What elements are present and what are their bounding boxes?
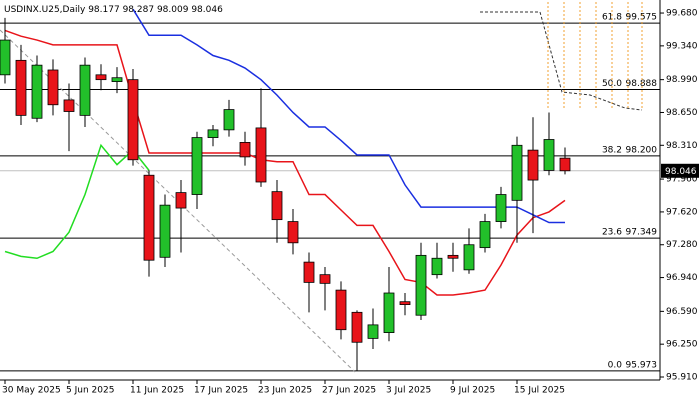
- fib-price-label: 98.888: [626, 79, 658, 89]
- candle-body: [79, 64, 91, 116]
- chart-header: USDINX.U25,Daily 98.177 98.287 98.009 98…: [4, 5, 223, 15]
- x-tick-label: 30 May 2025: [2, 386, 61, 396]
- candle-body: [511, 144, 523, 201]
- candle-body: [479, 221, 491, 249]
- candle-body: [127, 79, 139, 161]
- current-price-box: [661, 163, 699, 178]
- y-tick-label: 98.990: [666, 75, 698, 85]
- candle-body: [399, 301, 411, 305]
- candle-body: [15, 59, 27, 116]
- x-tick-label: 23 Jun 2025: [258, 386, 312, 396]
- candle-body: [287, 221, 299, 244]
- candle-body: [191, 137, 203, 195]
- fib-price-label: 95.973: [626, 360, 658, 370]
- candle-body: [495, 194, 507, 222]
- current-price-label: 98.046: [665, 167, 697, 177]
- candle-body: [47, 69, 59, 106]
- open-value: 98.177: [88, 5, 120, 15]
- candle-body: [95, 74, 107, 81]
- fib-price-label: 99.575: [626, 13, 658, 23]
- fib-price-label: 98.200: [626, 145, 658, 155]
- x-tick-label: 5 Jun 2025: [66, 386, 114, 396]
- x-tick-label: 15 Jul 2025: [514, 386, 565, 396]
- y-tick-label: 98.650: [666, 108, 698, 118]
- candle-body: [207, 129, 219, 138]
- low-value: 98.009: [157, 5, 189, 15]
- indicator-line: [4, 143, 150, 260]
- indicator-line: [4, 29, 566, 296]
- x-tick-label: 17 Jun 2025: [194, 386, 248, 396]
- fib-ratio-label: 0.0: [608, 360, 623, 370]
- candle-body: [319, 274, 331, 284]
- indicator-layer: [4, 8, 566, 296]
- candle-body: [367, 324, 379, 339]
- candle-body: [463, 244, 475, 271]
- y-tick-label: 95.910: [666, 373, 698, 383]
- close-value: 98.046: [191, 5, 223, 15]
- candle-body: [111, 77, 123, 82]
- candle-body: [543, 139, 555, 171]
- fib-ratio-label: 61.8: [602, 13, 622, 23]
- x-tick-label: 27 Jun 2025: [322, 386, 376, 396]
- candle-body: [431, 257, 443, 276]
- candle-body: [527, 149, 539, 181]
- candle-layer: [0, 17, 571, 371]
- symbol: USDINX.U25,Daily: [4, 5, 86, 15]
- candle-body: [63, 99, 75, 112]
- candle-body: [143, 174, 155, 261]
- high-value: 98.287: [123, 5, 155, 15]
- y-tick-label: 97.960: [666, 175, 698, 185]
- y-tick-label: 98.310: [666, 141, 698, 151]
- fib-ratio-label: 23.6: [602, 228, 622, 238]
- y-tick-label: 96.940: [666, 273, 698, 283]
- candle-body: [559, 157, 571, 172]
- y-tick-label: 99.340: [666, 41, 698, 51]
- projection-line: [480, 11, 643, 111]
- indicator-line: [132, 8, 565, 224]
- candle-body: [239, 142, 251, 158]
- candle-body: [447, 254, 459, 259]
- x-tick-label: 9 Jul 2025: [450, 386, 495, 396]
- candle-body: [415, 254, 427, 316]
- candle-body: [351, 311, 363, 343]
- candle-body: [271, 191, 283, 221]
- time-zones: [547, 2, 643, 110]
- candle-body: [335, 289, 347, 331]
- candle-body: [303, 261, 315, 283]
- y-tick-label: 99.680: [666, 9, 698, 19]
- candle-body: [175, 192, 187, 209]
- y-tick-label: 97.280: [666, 240, 698, 250]
- candle-body: [255, 127, 267, 183]
- fib-ratio-label: 38.2: [602, 145, 622, 155]
- y-tick-label: 96.590: [666, 307, 698, 317]
- candle-body: [383, 292, 395, 333]
- candle-body: [159, 204, 171, 258]
- y-tick-label: 97.620: [666, 207, 698, 217]
- fib-price-label: 97.349: [626, 228, 658, 238]
- candle-body: [223, 109, 235, 131]
- candle-body: [0, 39, 11, 76]
- x-tick-label: 3 Jul 2025: [386, 386, 431, 396]
- x-tick-label: 11 Jun 2025: [130, 386, 184, 396]
- candle-body: [31, 64, 43, 119]
- y-tick-label: 96.250: [666, 340, 698, 350]
